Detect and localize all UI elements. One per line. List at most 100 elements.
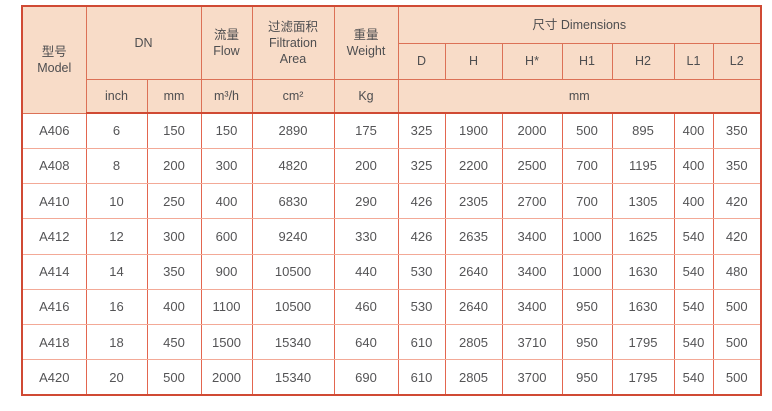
table-cell: 2500: [501, 147, 563, 185]
header-model: 型号 Model: [21, 5, 87, 114]
table-cell: 400: [200, 182, 253, 220]
table-cell: 300: [200, 147, 253, 185]
table-cell: 325: [397, 112, 446, 149]
header-dimensions: 尺寸 Dimensions: [397, 5, 762, 44]
table-cell: 175: [333, 112, 399, 149]
table-cell: 3700: [501, 359, 563, 396]
table-cell: 540: [673, 359, 714, 396]
table-cell: 1000: [561, 218, 613, 255]
table-cell: 2890: [251, 112, 335, 149]
table-cell: 500: [561, 112, 613, 149]
model-cell: A412: [21, 218, 87, 255]
table-cell: 350: [712, 112, 762, 149]
spec-table-header: 型号 Model DN 流量 Flow 过滤面积 Filtration Area…: [21, 5, 762, 114]
table-cell: 10: [85, 182, 148, 220]
table-cell: 2000: [200, 359, 253, 396]
table-cell: 530: [397, 253, 446, 290]
table-cell: 460: [333, 288, 399, 326]
table-cell: 1500: [200, 323, 253, 361]
table-cell: 15340: [251, 323, 335, 361]
header-row-units: inch mm m³/h cm² Kg mm: [22, 78, 762, 114]
table-row: A406 6 150 150 2890 175 325 1900 2000 500 895 400 35…: [21, 112, 762, 149]
table-cell: 426: [397, 182, 446, 220]
header-row-groups: 型号 Model DN 流量 Flow 过滤面积 Filtration Area…: [21, 5, 762, 114]
unit-dimensions: mm: [397, 78, 762, 114]
model-cell: A414: [21, 253, 87, 290]
table-row: A420 20 500 2000 15340 690 610 2805 3700 950 1795 5…: [21, 359, 762, 396]
table-cell: 200: [333, 147, 399, 185]
table-cell: 600: [200, 218, 253, 255]
table-cell: 3400: [501, 253, 563, 290]
table-row: A414 14 350 900 10500 440 530 2640 3400 1000 1630 5…: [21, 253, 762, 290]
model-cell: A410: [21, 182, 87, 220]
table-cell: 426: [397, 218, 446, 255]
model-cell: A420: [21, 359, 87, 396]
table-cell: 2805: [444, 323, 503, 361]
table-cell: 420: [712, 182, 762, 220]
table-cell: 400: [673, 112, 714, 149]
table-cell: 350: [146, 253, 202, 290]
table-cell: 1625: [611, 218, 675, 255]
table-cell: 8: [85, 147, 148, 185]
header-dim-d: D: [397, 42, 446, 80]
unit-mm: mm: [146, 78, 202, 114]
table-cell: 610: [397, 359, 446, 396]
table-cell: 10500: [251, 288, 335, 326]
header-dim-h2: H2: [611, 42, 675, 80]
table-cell: 700: [561, 147, 613, 185]
table-cell: 290: [333, 182, 399, 220]
table-cell: 350: [712, 147, 762, 185]
table-cell: 400: [673, 182, 714, 220]
table-cell: 1630: [611, 288, 675, 326]
table-cell: 14: [85, 253, 148, 290]
header-row-dimension-cols: D H H* H1 H2 L1 L2: [22, 42, 762, 80]
table-cell: 1000: [561, 253, 613, 290]
table-cell: 450: [146, 323, 202, 361]
table-cell: 3710: [501, 323, 563, 361]
table-cell: 500: [146, 359, 202, 396]
header-filtration-area: 过滤面积 Filtration Area: [251, 5, 335, 80]
table-cell: 2000: [501, 112, 563, 149]
spec-table: 型号 Model DN 流量 Flow 过滤面积 Filtration Area…: [21, 5, 763, 396]
table-cell: 530: [397, 288, 446, 326]
header-dim-h1: H1: [561, 42, 613, 80]
header-flow: 流量 Flow: [200, 5, 253, 80]
table-cell: 400: [673, 147, 714, 185]
table-cell: 150: [200, 112, 253, 149]
table-cell: 325: [397, 147, 446, 185]
table-row: A410 10 250 400 6830 290 426 2305 2700 700 1305 400…: [21, 182, 762, 220]
table-cell: 950: [561, 323, 613, 361]
table-cell: 20: [85, 359, 148, 396]
header-dim-hstar: H*: [501, 42, 563, 80]
unit-inch: inch: [85, 78, 148, 114]
table-row: A416 16 400 1100 10500 460 530 2640 3400 950 1630 5…: [21, 288, 762, 326]
table-cell: 700: [561, 182, 613, 220]
table-cell: 690: [333, 359, 399, 396]
table-row: A408 8 200 300 4820 200 325 2200 2500 700 1195 400 3…: [21, 147, 762, 185]
table-cell: 18: [85, 323, 148, 361]
table-cell: 500: [712, 359, 762, 396]
table-cell: 500: [712, 288, 762, 326]
table-cell: 12: [85, 218, 148, 255]
header-dim-l2: L2: [712, 42, 762, 80]
table-cell: 1795: [611, 359, 675, 396]
table-cell: 900: [200, 253, 253, 290]
table-cell: 2635: [444, 218, 503, 255]
table-cell: 300: [146, 218, 202, 255]
unit-area: cm²: [251, 78, 335, 114]
unit-flow: m³/h: [200, 78, 253, 114]
table-cell: 640: [333, 323, 399, 361]
table-cell: 1100: [200, 288, 253, 326]
table-row: A418 18 450 1500 15340 640 610 2805 3710 950 1795 5…: [21, 323, 762, 361]
table-cell: 4820: [251, 147, 335, 185]
header-weight: 重量 Weight: [333, 5, 399, 80]
table-cell: 480: [712, 253, 762, 290]
table-cell: 1900: [444, 112, 503, 149]
table-cell: 440: [333, 253, 399, 290]
table-cell: 500: [712, 323, 762, 361]
table-cell: 15340: [251, 359, 335, 396]
spec-table-body: A406 6 150 150 2890 175 325 1900 2000 500 895 400 35…: [21, 112, 762, 396]
header-dn: DN: [85, 5, 202, 80]
table-cell: 2305: [444, 182, 503, 220]
model-cell: A416: [21, 288, 87, 326]
